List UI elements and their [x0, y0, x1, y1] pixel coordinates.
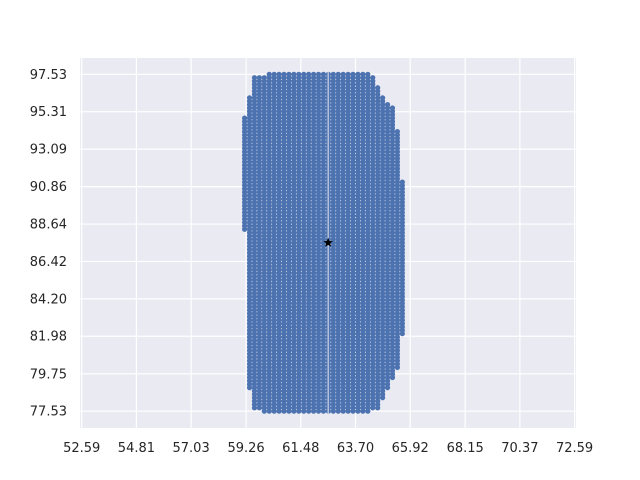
data-point: [311, 71, 317, 77]
x-axis-tick-labels: 52.59 54.81 57.03 59.26 61.48 63.70 65.92 68.15…: [63, 441, 593, 456]
y-tick-label: 79.75: [30, 367, 67, 382]
y-tick-label: 81.98: [30, 330, 67, 345]
y-tick-label: 97.53: [30, 68, 67, 83]
data-point: [380, 95, 386, 101]
data-point: [389, 105, 396, 111]
x-tick-label: 57.03: [173, 441, 210, 456]
x-tick-label: 52.59: [63, 441, 100, 456]
x-tick-label: 68.15: [447, 441, 484, 456]
data-point: [271, 71, 277, 77]
data-point: [281, 71, 287, 77]
data-point: [301, 71, 307, 77]
data-point: [306, 71, 312, 77]
data-point: [286, 71, 292, 77]
data-point: [345, 71, 351, 77]
data-point: [350, 71, 356, 77]
x-tick-label: 54.81: [118, 441, 155, 456]
data-point: [296, 71, 302, 77]
data-point: [291, 71, 297, 77]
y-tick-label: 90.86: [30, 180, 67, 195]
data-point: [335, 71, 341, 77]
data-point: [315, 71, 322, 77]
data-point: [360, 71, 366, 77]
y-tick-label: 77.53: [30, 405, 67, 420]
y-tick-label: 88.64: [30, 218, 67, 233]
y-tick-label: 86.42: [30, 255, 67, 270]
x-tick-label: 70.37: [501, 441, 538, 456]
x-tick-label: 59.26: [227, 441, 264, 456]
data-point: [355, 71, 361, 77]
x-tick-label: 61.48: [282, 441, 319, 456]
x-tick-label: 72.59: [556, 441, 593, 456]
data-point: [276, 71, 282, 77]
data-point: [261, 75, 267, 81]
y-tick-label: 84.20: [30, 292, 67, 307]
data-point: [384, 102, 391, 108]
data-point: [251, 75, 258, 81]
star-marker: [323, 237, 333, 247]
x-tick-label: 65.92: [392, 441, 429, 456]
x-tick-label: 63.70: [337, 441, 374, 456]
y-tick-label: 95.31: [30, 105, 67, 120]
data-point: [246, 95, 253, 101]
data-point: [330, 71, 336, 77]
y-tick-label: 93.09: [30, 143, 67, 158]
data-points: [242, 70, 405, 416]
data-point: [394, 128, 400, 135]
data-point: [399, 179, 405, 185]
data-point: [266, 71, 272, 77]
data-point: [370, 75, 376, 81]
data-point: [340, 71, 346, 77]
y-axis-tick-labels: 77.53 79.75 81.98 84.20 86.42 88.64 90.86 93.09…: [30, 68, 67, 420]
data-point: [256, 75, 262, 81]
data-point: [242, 115, 248, 121]
data-point: [320, 71, 327, 77]
data-point: [365, 71, 371, 77]
data-point: [375, 85, 381, 91]
